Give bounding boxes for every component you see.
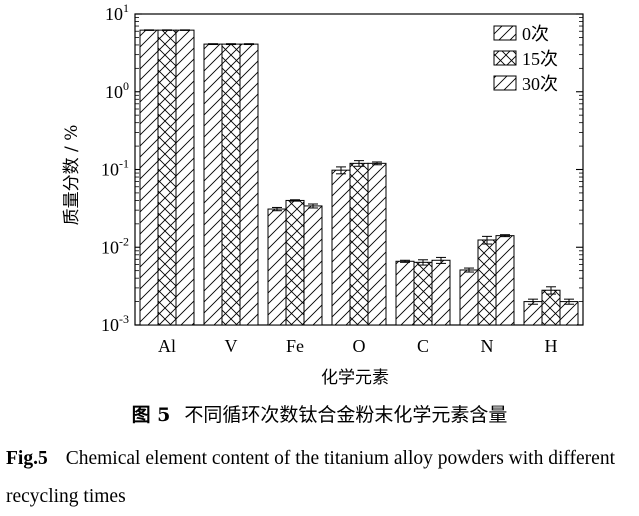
legend: 0次 15次 30次 <box>493 24 558 94</box>
bar-v-2 <box>239 43 259 326</box>
x-tick-label-h: H <box>545 336 558 356</box>
bar-c-1 <box>413 261 433 326</box>
legend-swatch-2 <box>493 75 517 91</box>
caption-en-text: Chemical element content of the titanium… <box>6 448 615 507</box>
caption-english: Fig.5 Chemical element content of the tit… <box>6 440 636 516</box>
x-tick-label-o: O <box>353 336 366 356</box>
bar-fe-2 <box>303 205 323 326</box>
chart: 101 100 10-1 10-2 10-3 Al V Fe O C N H 0次 15次 30次 质量分… <box>62 1 584 388</box>
bar-al-0 <box>139 29 159 326</box>
bar-v-0 <box>203 43 223 326</box>
bar-n-0 <box>459 269 479 326</box>
x-tick-label-fe: Fe <box>286 336 304 356</box>
legend-label-1: 15次 <box>522 49 558 69</box>
x-axis-label: 化学元素 <box>321 368 389 388</box>
bar-h-2 <box>559 301 579 326</box>
caption-chinese: 图 5 不同循环次数钛合金粉末化学元素含量 <box>0 400 639 427</box>
x-tick-label-v: V <box>225 336 238 356</box>
bar-n-2 <box>495 235 515 326</box>
legend-label-2: 30次 <box>522 74 558 94</box>
legend-swatch-1 <box>493 50 517 66</box>
x-tick-label-c: C <box>417 336 429 356</box>
bar-c-2 <box>431 259 451 326</box>
x-tick-label-n: N <box>481 336 494 356</box>
bar-h-1 <box>541 289 561 326</box>
caption-cn-text: 不同循环次数钛合金粉末化学元素含量 <box>184 404 508 426</box>
bar-fe-1 <box>285 199 305 326</box>
y-tick-label: 101 <box>105 1 129 24</box>
bar-fe-0 <box>267 208 287 326</box>
legend-label-0: 0次 <box>522 24 549 44</box>
bar-al-2 <box>175 29 195 326</box>
y-tick-label: 100 <box>105 79 129 102</box>
caption-en-label: Fig.5 <box>6 448 48 469</box>
bar-o-2 <box>367 162 387 326</box>
bar-v-1 <box>221 43 241 326</box>
x-tick-label-al: Al <box>158 336 176 356</box>
legend-swatch-0 <box>493 25 517 41</box>
bar-h-0 <box>523 301 543 326</box>
y-axis-label: 质量分数 / % <box>62 125 82 226</box>
bar-n-1 <box>477 239 497 326</box>
bar-o-0 <box>331 169 351 326</box>
bar-o-1 <box>349 162 369 326</box>
y-tick-label: 10-2 <box>101 234 129 257</box>
bar-al-1 <box>157 29 177 326</box>
bar-c-0 <box>395 260 415 326</box>
caption-cn-label: 图 5 <box>131 404 171 426</box>
y-tick-label: 10-3 <box>101 312 129 335</box>
y-tick-label: 10-1 <box>101 157 129 180</box>
